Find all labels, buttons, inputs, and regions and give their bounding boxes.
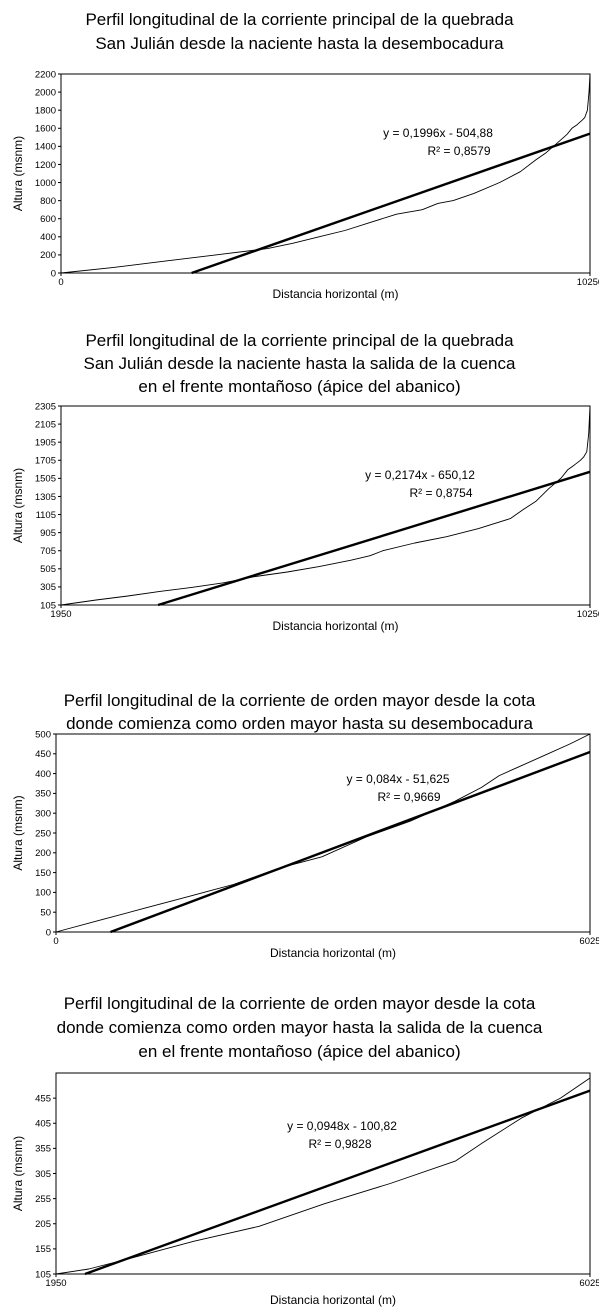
y-tick-label: 800 — [40, 196, 56, 207]
y-tick-label: 400 — [35, 769, 51, 780]
y-tick-label: 455 — [35, 1093, 51, 1104]
plot-area-frame — [60, 73, 591, 274]
y-tick-label: 305 — [35, 1169, 51, 1180]
x-axis-label: Distancia horizontal (m) — [272, 619, 398, 633]
y-axis-label: Altura (msnm) — [11, 136, 25, 211]
y-tick-label: 305 — [40, 582, 56, 593]
x-axis-label: Distancia horizontal (m) — [270, 946, 396, 960]
y-tick-label: 905 — [40, 528, 56, 539]
y-tick-label: 300 — [35, 809, 51, 820]
y-tick-label: 1000 — [35, 178, 56, 189]
chart-title-line: Perfil longitudinal de la corriente prin… — [85, 331, 514, 350]
y-tick-label: 205 — [35, 1219, 51, 1230]
profile-line — [55, 1077, 591, 1275]
trendline — [157, 470, 591, 607]
x-axis-label: Distancia horizontal (m) — [272, 287, 398, 301]
x-tick-label: 1950 — [45, 1278, 66, 1289]
profile-line — [60, 73, 591, 274]
y-axis-label: Altura (msnm) — [11, 795, 25, 870]
y-tick-label: 100 — [35, 888, 51, 899]
chart-title-line: en el frente montañoso (ápice del abanic… — [138, 1042, 460, 1061]
trendline — [84, 1089, 591, 1276]
y-tick-label: 0 — [46, 927, 51, 938]
y-tick-label: 200 — [40, 250, 56, 261]
trendline-equation: y = 0,084x - 51,625 — [346, 772, 449, 786]
plot-area-frame — [55, 733, 591, 933]
y-tick-label: 105 — [35, 1269, 51, 1280]
y-tick-label: 0 — [51, 268, 56, 279]
y-tick-label: 1800 — [35, 105, 56, 116]
y-tick-label: 255 — [35, 1194, 51, 1205]
y-tick-label: 2000 — [35, 87, 56, 98]
y-tick-label: 500 — [35, 729, 51, 740]
chart-title-line: Perfil longitudinal de la corriente de o… — [64, 994, 536, 1013]
x-tick-label: 6025 — [579, 1278, 599, 1289]
x-axis-label: Distancia horizontal (m) — [270, 1293, 396, 1307]
profile-line — [55, 733, 591, 933]
y-tick-label: 1905 — [35, 437, 56, 448]
chart-title-line: donde comienza como orden mayor hasta la… — [57, 1018, 543, 1037]
trendline-equation: y = 0,2174x - 650,12 — [365, 468, 475, 482]
r-squared-label: R² = 0,9669 — [377, 790, 440, 804]
y-tick-label: 1505 — [35, 474, 56, 485]
x-tick-label: 6025 — [579, 936, 599, 947]
x-tick-label: 0 — [53, 936, 58, 947]
chart-title-line: donde comienza como orden mayor hasta su… — [66, 714, 533, 733]
trendline-equation: y = 0,1996x - 504,88 — [383, 126, 493, 140]
y-tick-label: 355 — [35, 1144, 51, 1155]
y-axis-label: Altura (msnm) — [11, 1136, 25, 1211]
y-tick-label: 450 — [35, 749, 51, 760]
y-tick-label: 1600 — [35, 124, 56, 135]
y-tick-label: 1705 — [35, 456, 56, 467]
chart-title-line: Perfil longitudinal de la corriente de o… — [64, 691, 536, 710]
y-tick-label: 155 — [35, 1244, 51, 1255]
y-axis-label: Altura (msnm) — [11, 468, 25, 543]
y-tick-label: 2200 — [35, 69, 56, 80]
x-tick-label: 10250 — [577, 609, 599, 620]
y-tick-label: 1105 — [36, 510, 56, 521]
y-tick-label: 1200 — [35, 160, 56, 171]
profile-line — [60, 405, 591, 606]
y-tick-label: 50 — [40, 908, 51, 919]
y-tick-label: 350 — [35, 789, 51, 800]
chart-title-line: en el frente montañoso (ápice del abanic… — [138, 377, 460, 396]
chart-title-line: Perfil longitudinal de la corriente prin… — [85, 10, 514, 29]
plot-area-frame — [60, 405, 591, 606]
r-squared-label: R² = 0,8754 — [409, 486, 472, 500]
y-tick-label: 1400 — [35, 142, 56, 153]
chart-title-line: San Julián desde la naciente hasta la de… — [95, 34, 504, 53]
y-tick-label: 1305 — [35, 492, 56, 503]
plot-area-frame — [55, 1072, 591, 1275]
y-tick-label: 400 — [40, 232, 56, 243]
y-tick-label: 705 — [40, 546, 56, 557]
y-tick-label: 505 — [40, 564, 56, 575]
y-tick-label: 2105 — [35, 419, 56, 430]
x-tick-label: 1950 — [50, 609, 71, 620]
x-tick-label: 0 — [58, 277, 63, 288]
trendline — [191, 132, 591, 275]
y-tick-label: 105 — [40, 600, 56, 611]
r-squared-label: R² = 0,9828 — [308, 1137, 371, 1151]
r-squared-label: R² = 0,8579 — [427, 144, 490, 158]
y-tick-label: 600 — [40, 214, 56, 225]
trendline — [110, 750, 591, 934]
chart-title-line: San Julián desde la naciente hasta la sa… — [84, 354, 516, 373]
y-tick-label: 2305 — [35, 401, 56, 412]
x-tick-label: 10250 — [577, 277, 599, 288]
y-tick-label: 405 — [35, 1119, 51, 1130]
y-tick-label: 150 — [35, 868, 51, 879]
trendline-equation: y = 0,0948x - 100,82 — [287, 1119, 397, 1133]
y-tick-label: 250 — [35, 828, 51, 839]
y-tick-label: 200 — [35, 848, 51, 859]
